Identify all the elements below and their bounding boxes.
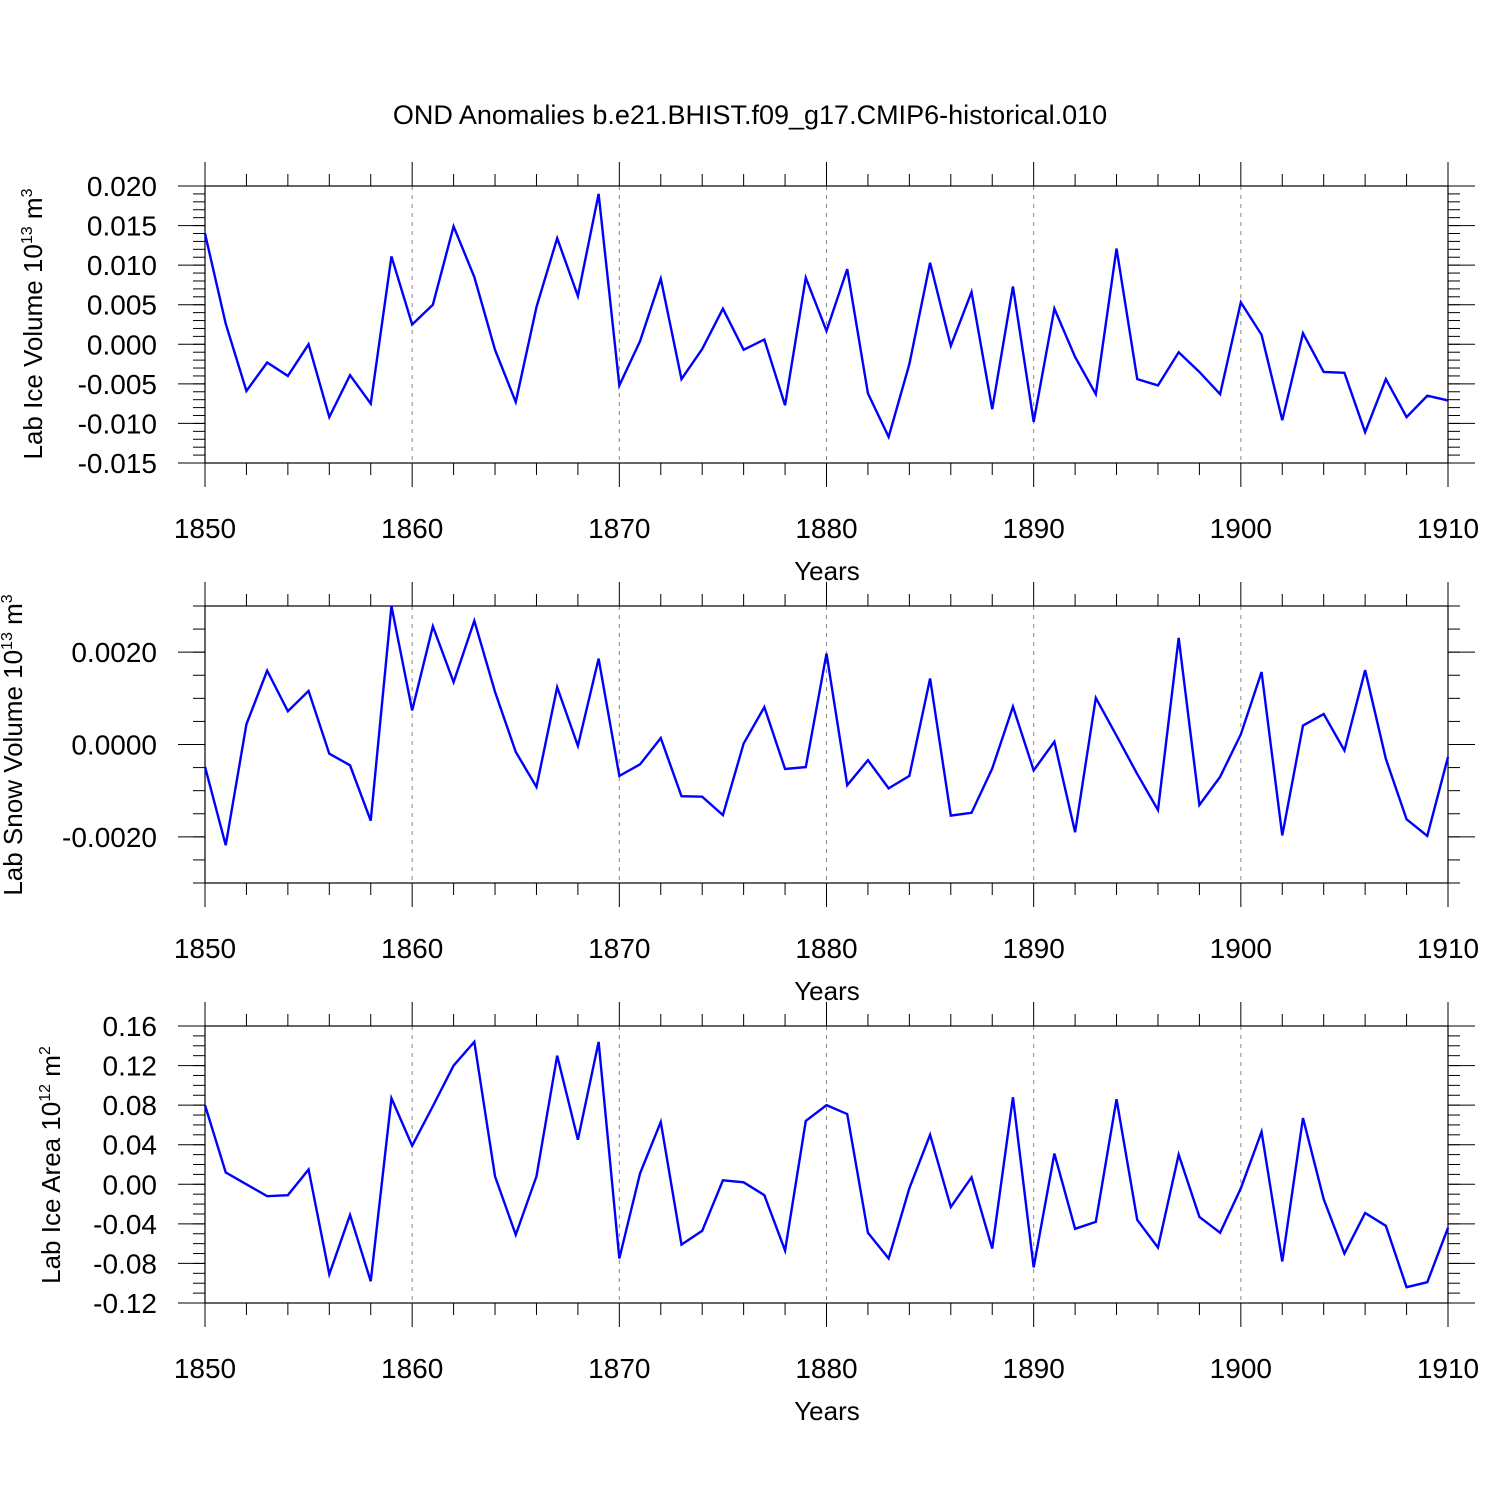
ice-volume-panel: -0.015 -0.010 -0.005 0.000 0.005 0.010 0.015 0.… [18, 162, 1479, 586]
ice-volume-y-tick-label: -0.010 [78, 408, 157, 439]
ice-volume-y-tick-label: -0.015 [78, 448, 157, 479]
ice-volume-ticks [178, 162, 1475, 487]
ice-area-x-axis-label: Years [794, 1396, 860, 1426]
ice-area-y-tick-label: -0.12 [93, 1288, 157, 1319]
ice-area-tick-labels: -0.12 -0.08 -0.04 0.00 0.04 0.08 0.12 0.16 1850 1… [93, 1011, 1479, 1384]
ice-area-series [203, 1039, 1450, 1289]
ice-area-panel: -0.12 -0.08 -0.04 0.00 0.04 0.08 0.12 0.16 1850 1… [36, 1002, 1479, 1426]
snow-volume-y-tick-label: 0.0020 [71, 637, 157, 668]
ice-volume-y-tick-label: 0.020 [87, 171, 157, 202]
snow-volume-x-tick-label: 1890 [1003, 933, 1065, 964]
ice-area-y-axis-label: Lab Ice Area 1012 m2 [36, 1046, 66, 1284]
ice-area-gridlines [411, 1026, 1242, 1303]
ice-area-x-tick-label: 1850 [174, 1353, 236, 1384]
ice-area-series-line [203, 1039, 1450, 1289]
ice-volume-x-tick-label: 1900 [1210, 513, 1272, 544]
ice-volume-y-tick-label: 0.015 [87, 211, 157, 242]
ice-volume-plot-frame [204, 185, 1449, 464]
ice-volume-y-axis-label: Lab Ice Volume 1013 m3 [18, 188, 48, 459]
snow-volume-gridlines [411, 606, 1242, 883]
snow-volume-x-tick-label: 1860 [381, 933, 443, 964]
ice-volume-y-tick-label: 0.000 [87, 329, 157, 360]
ice-volume-x-tick-label: 1850 [174, 513, 236, 544]
ice-area-y-tick-label: 0.04 [103, 1130, 158, 1161]
ice-area-y-tick-label: 0.16 [103, 1011, 158, 1042]
ice-area-y-tick-label: -0.08 [93, 1248, 157, 1279]
snow-volume-tick-labels: -0.0020 0.0000 0.0020 1850 1860 1870 1880 1890 1… [62, 637, 1479, 964]
ice-volume-y-tick-label: 0.010 [87, 250, 157, 281]
ice-area-plot-frame [204, 1025, 1449, 1304]
snow-volume-y-axis-label: Lab Snow Volume 1013 m3 [0, 594, 28, 895]
snow-volume-x-tick-label: 1870 [588, 933, 650, 964]
ice-area-y-tick-label: 0.00 [103, 1169, 158, 1200]
ice-volume-tick-labels: -0.015 -0.010 -0.005 0.000 0.005 0.010 0.015 0.… [78, 171, 1480, 544]
figure-title: OND Anomalies b.e21.BHIST.f09_g17.CMIP6-… [393, 100, 1107, 130]
ice-area-x-tick-label: 1870 [588, 1353, 650, 1384]
ice-area-y-tick-label: 0.12 [103, 1051, 158, 1082]
snow-volume-x-tick-label: 1900 [1210, 933, 1272, 964]
ice-volume-x-tick-label: 1870 [588, 513, 650, 544]
ice-area-x-tick-label: 1860 [381, 1353, 443, 1384]
snow-volume-series [203, 605, 1450, 846]
ice-volume-gridlines [411, 186, 1242, 463]
ice-volume-x-tick-label: 1880 [795, 513, 857, 544]
snow-volume-plot-frame [204, 605, 1449, 884]
snow-volume-series-line [203, 605, 1450, 846]
snow-volume-ticks [178, 582, 1475, 907]
snow-volume-panel: -0.0020 0.0000 0.0020 1850 1860 1870 1880 1890 1… [0, 582, 1479, 1006]
ice-area-x-tick-label: 1890 [1003, 1353, 1065, 1384]
ice-volume-x-tick-label: 1910 [1417, 513, 1479, 544]
ice-volume-series-line [203, 193, 1449, 441]
snow-volume-y-tick-label: -0.0020 [62, 822, 157, 853]
ice-volume-y-tick-label: 0.005 [87, 290, 157, 321]
snow-volume-x-tick-label: 1850 [174, 933, 236, 964]
snow-volume-y-tick-label: 0.0000 [71, 730, 157, 761]
ice-area-y-tick-label: 0.08 [103, 1090, 158, 1121]
ice-area-x-tick-label: 1880 [795, 1353, 857, 1384]
ice-volume-x-tick-label: 1890 [1003, 513, 1065, 544]
ice-volume-x-tick-label: 1860 [381, 513, 443, 544]
ice-volume-x-axis-label: Years [794, 556, 860, 586]
ice-area-ticks [178, 1002, 1475, 1327]
ice-volume-series [203, 193, 1449, 441]
ice-area-x-tick-label: 1900 [1210, 1353, 1272, 1384]
snow-volume-x-tick-label: 1910 [1417, 933, 1479, 964]
snow-volume-x-axis-label: Years [794, 976, 860, 1006]
ice-area-y-tick-label: -0.04 [93, 1209, 157, 1240]
ice-volume-y-tick-label: -0.005 [78, 369, 157, 400]
ice-area-x-tick-label: 1910 [1417, 1353, 1479, 1384]
snow-volume-x-tick-label: 1880 [795, 933, 857, 964]
